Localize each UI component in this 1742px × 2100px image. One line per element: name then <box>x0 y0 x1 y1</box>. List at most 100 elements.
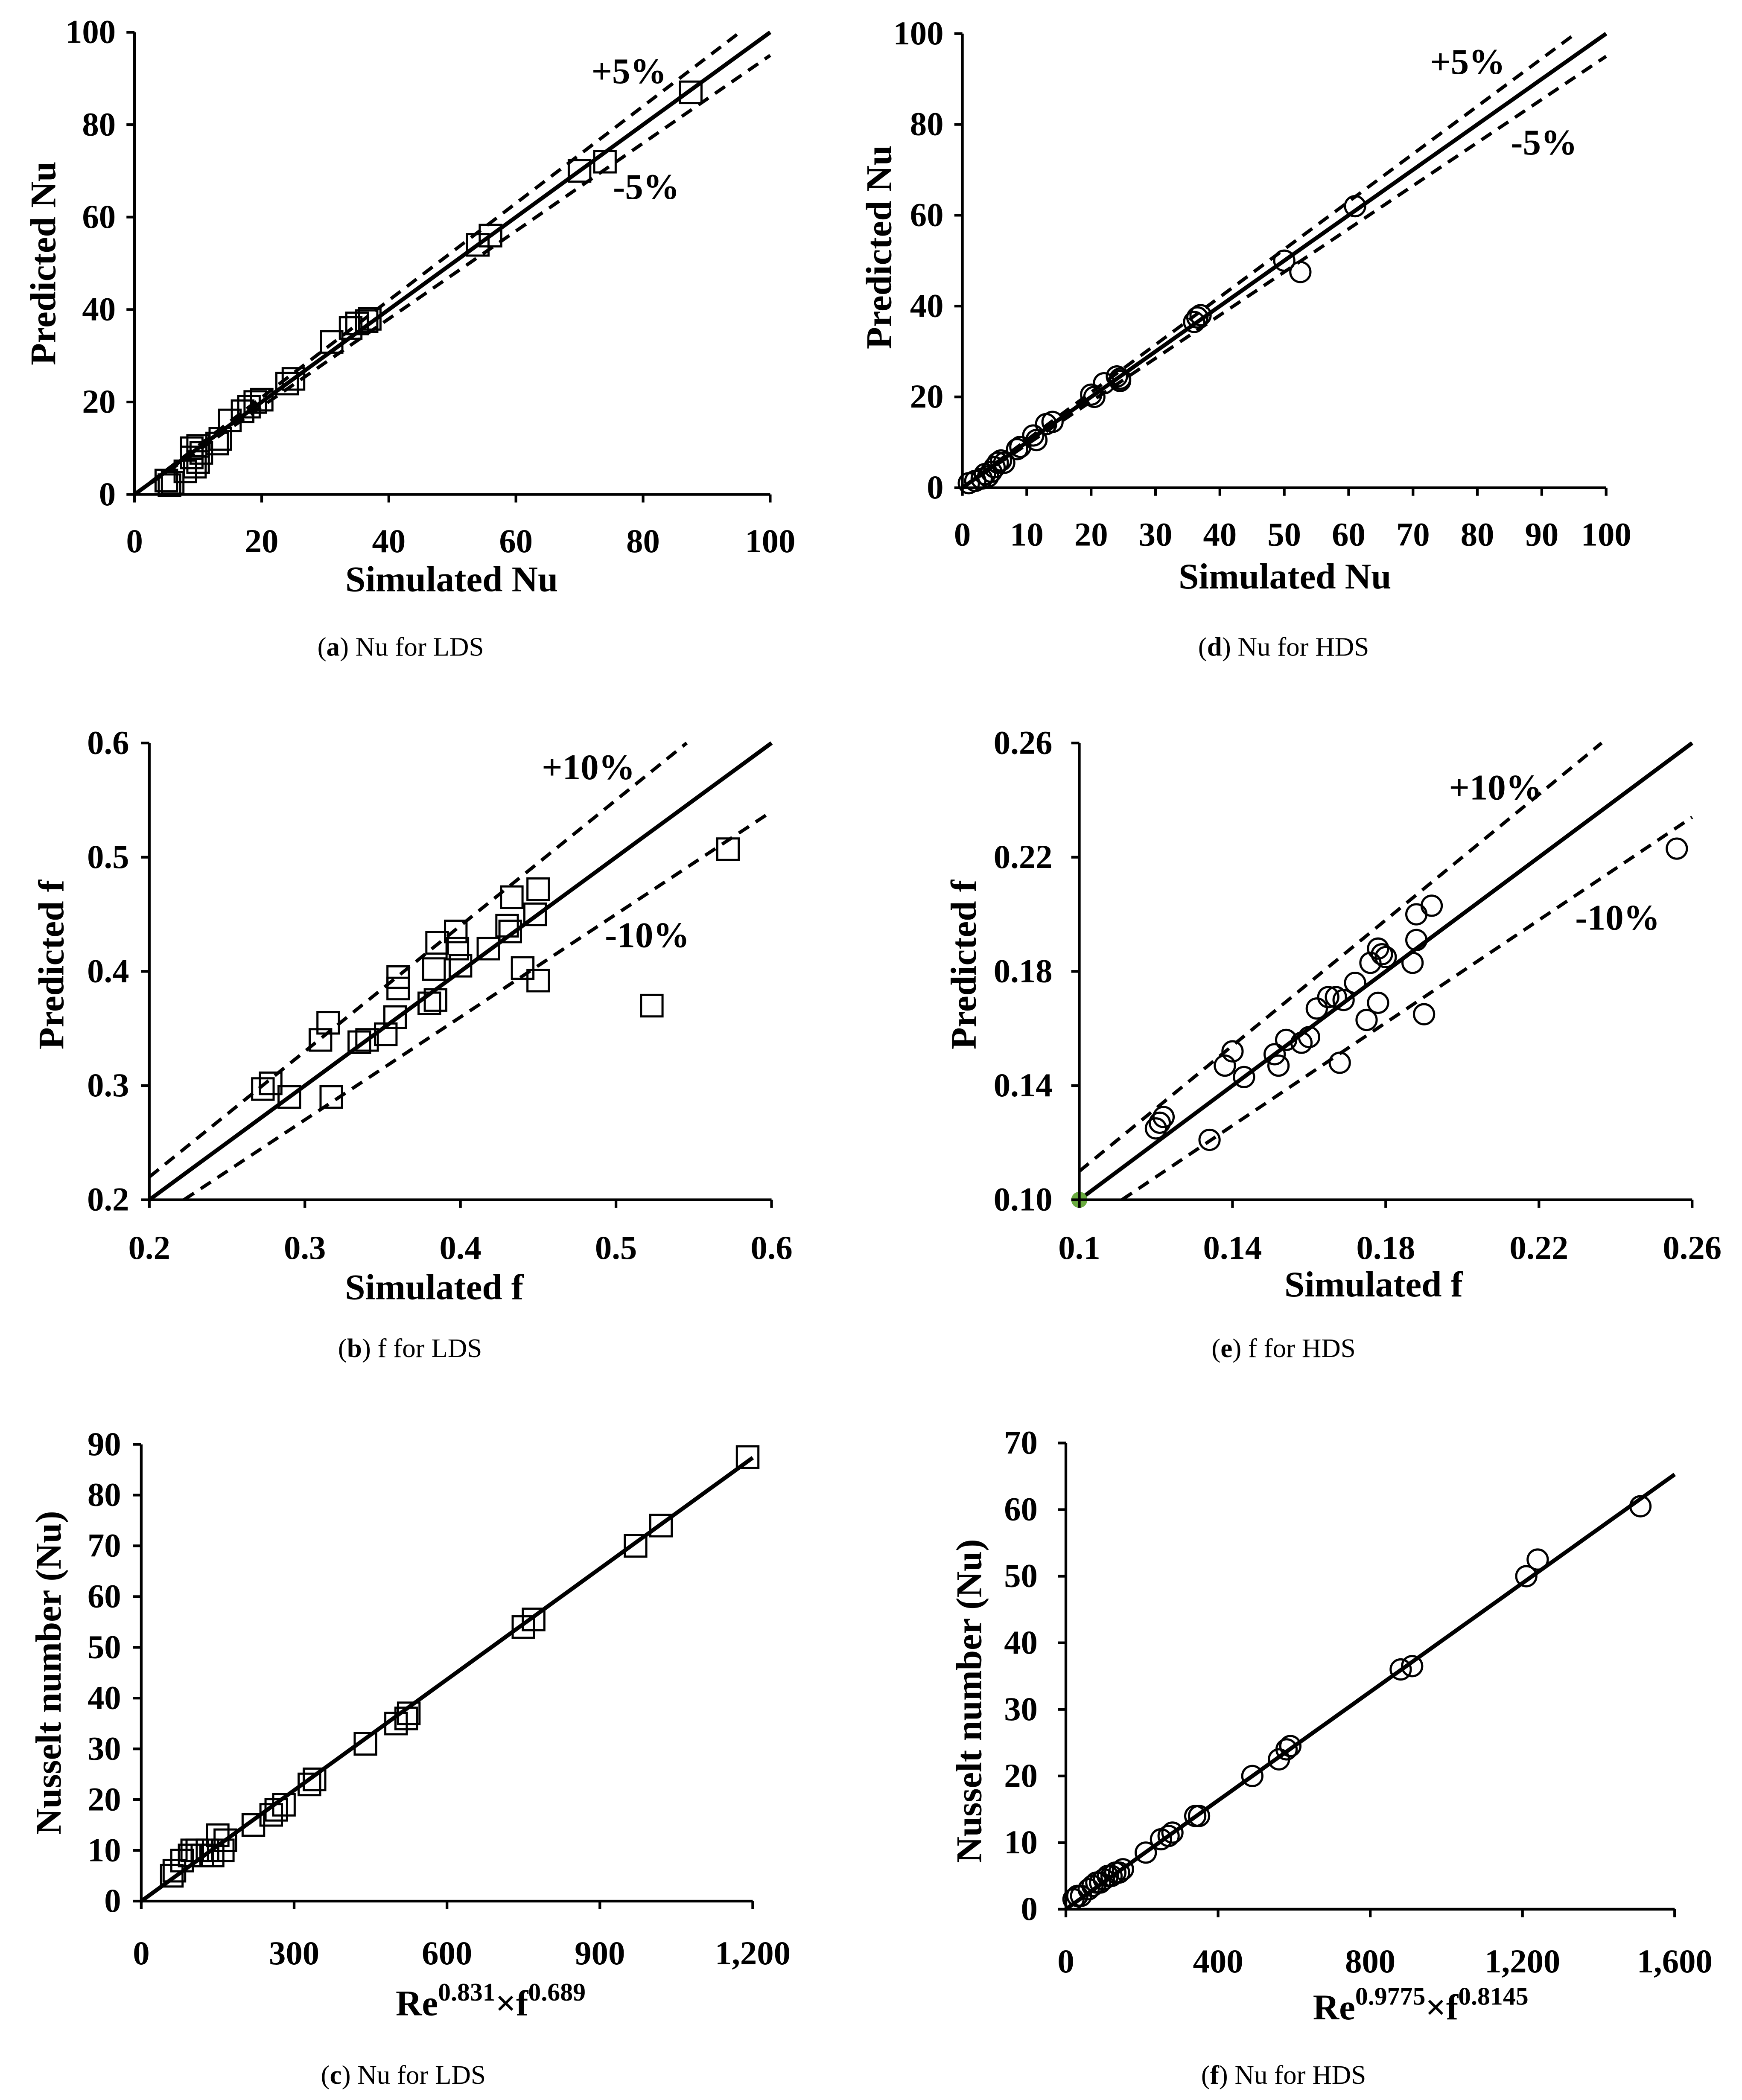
caption-open: ( <box>1198 632 1207 661</box>
data-point-square <box>593 150 617 174</box>
data-point-square <box>476 937 500 961</box>
data-point-circle <box>1298 1026 1321 1049</box>
data-point-square <box>259 1071 283 1095</box>
data-point-square <box>298 1772 321 1797</box>
x-tick-label: 0.4 <box>439 1229 481 1267</box>
data-point-circle <box>1515 1565 1538 1587</box>
x-tick-label: 100 <box>1581 516 1631 553</box>
x-tick-label: 0.18 <box>1356 1229 1415 1267</box>
data-point-square <box>275 371 299 396</box>
data-point-circle <box>1275 1028 1298 1051</box>
data-point-square <box>319 1085 343 1109</box>
data-point-circle <box>1666 837 1688 860</box>
data-point-square <box>716 837 740 861</box>
x-tick-label: 800 <box>1345 1943 1395 1980</box>
x-tick-label: 0.26 <box>1663 1229 1722 1267</box>
caption-text: ) Nu for HDS <box>1219 2060 1366 2090</box>
data-point-square <box>355 309 379 333</box>
x-tick-label: 1,600 <box>1637 1943 1713 1980</box>
data-point-square <box>264 1798 288 1822</box>
data-point-circle <box>1106 365 1128 388</box>
chart-b: 0.2 0.3 0.4 0.5 0.6 0.2 0.3 0.4 0.5 0.6 Simulated … <box>31 724 792 1363</box>
data-point-circle <box>1077 1878 1100 1901</box>
data-point-square <box>394 1707 418 1730</box>
y-tick-label: 20 <box>88 1781 121 1818</box>
data-point-square <box>186 450 210 474</box>
data-point-circle <box>1025 429 1048 451</box>
data-point-circle <box>1152 1106 1175 1128</box>
x-axis-label: Simulated f <box>1284 1264 1464 1305</box>
caption-letter: f <box>1210 2060 1220 2090</box>
tolerance-label: -10% <box>605 915 689 955</box>
data-point-circle <box>1328 1051 1351 1074</box>
y-tick-label: 100 <box>893 15 943 52</box>
y-tick-label: 40 <box>82 291 116 328</box>
y-tick-label: 0 <box>99 476 116 513</box>
caption-open: ( <box>321 2060 330 2090</box>
tolerance-line <box>148 742 688 1179</box>
data-point-square <box>640 993 664 1018</box>
y-tick-label: 40 <box>910 287 944 324</box>
y-tick-label: 0 <box>1021 1890 1038 1928</box>
x-tick-label: 600 <box>422 1935 472 1972</box>
y-tick-label: 20 <box>910 378 944 415</box>
subfigure-caption: (a) Nu for LDS <box>318 632 484 661</box>
subfigure-caption: (c) Nu for LDS <box>321 2060 486 2090</box>
data-point-square <box>316 1011 340 1035</box>
data-point-square <box>526 969 550 993</box>
data-point-square <box>386 965 410 989</box>
data-point-circle <box>1161 1821 1184 1844</box>
data-point-circle <box>1267 1054 1290 1077</box>
y-tick-label: 50 <box>1004 1558 1038 1595</box>
y-tick-label: 0 <box>104 1882 121 1919</box>
tolerance-line <box>133 31 741 496</box>
caption-letter: c <box>330 2060 342 2090</box>
data-point-square <box>498 919 522 944</box>
data-point-square <box>445 937 470 961</box>
data-point-circle <box>1275 1738 1298 1761</box>
x-tick-label: 80 <box>626 523 660 560</box>
data-point-square <box>237 395 261 419</box>
x-tick-label: 20 <box>1074 516 1108 553</box>
data-point-circle <box>1332 989 1355 1011</box>
data-point-circle <box>1144 1117 1167 1140</box>
chart-c: 0 300 600 900 1,200 0 10 20 30 40 50 60 70 80 90 Re0.83… <box>29 1426 791 2090</box>
y-tick-label: 0.3 <box>87 1067 129 1104</box>
tolerance-label: -5% <box>613 167 680 207</box>
x-axis-label-part: Re <box>396 1983 438 2024</box>
tolerance-label: -5% <box>1511 122 1577 163</box>
data-point-square <box>353 1732 377 1756</box>
data-point-square <box>567 159 592 183</box>
data-point-square <box>649 1514 673 1538</box>
subfigure-caption: (e) f for HDS <box>1211 1333 1355 1363</box>
y-tick-label: 0.22 <box>994 839 1053 876</box>
data-point-circle <box>993 451 1015 474</box>
data-point-square <box>158 473 181 497</box>
caption-open: ( <box>1211 1333 1220 1363</box>
caption-text: ) Nu for HDS <box>1222 632 1369 661</box>
x-axis-label: Simulated f <box>345 1267 524 1308</box>
tolerance-line <box>1078 742 1603 1173</box>
parity-line <box>1078 741 1694 1202</box>
data-point-square <box>526 877 550 901</box>
y-tick-label: 60 <box>910 197 944 234</box>
data-point-square <box>308 1028 333 1052</box>
y-tick-label: 50 <box>88 1629 121 1666</box>
data-point-square <box>206 1823 230 1847</box>
data-point-circle <box>1279 1735 1302 1757</box>
x-tick-label: 40 <box>372 523 406 560</box>
data-point-square <box>500 885 524 909</box>
data-point-circle <box>1526 1548 1549 1571</box>
subfigure-caption: (d) Nu for HDS <box>1198 632 1369 661</box>
data-point-square <box>208 427 232 451</box>
caption-text: ) f for LDS <box>362 1333 482 1363</box>
data-point-square <box>523 902 547 926</box>
data-point-circle <box>1006 438 1028 460</box>
data-point-circle <box>1108 1861 1130 1884</box>
y-tick-label: 0.4 <box>87 953 129 990</box>
data-point-circle <box>1157 1825 1180 1847</box>
data-point-square <box>355 1028 379 1052</box>
tolerance-label: +10% <box>542 747 635 787</box>
x-tick-label: 10 <box>1010 516 1044 553</box>
